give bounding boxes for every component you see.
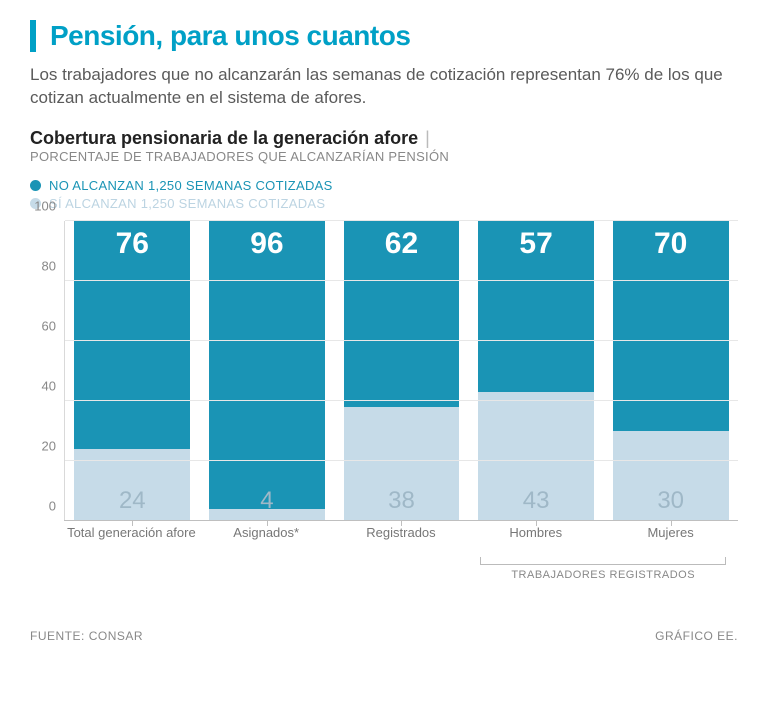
bar-segment-no: 76: [74, 221, 190, 449]
legend-swatch-no: [30, 180, 41, 191]
grid-line: [65, 400, 738, 401]
bar-value-si: 30: [657, 487, 684, 521]
bracket-label: TRABAJADORES REGISTRADOS: [468, 569, 738, 581]
bar-segment-no: 96: [209, 221, 325, 509]
bar: 76 24: [74, 221, 190, 521]
bar-value-si: 43: [523, 487, 550, 521]
bar-value-si: 4: [260, 487, 273, 521]
bar-slot: 62 38: [334, 221, 469, 521]
bar: 62 38: [344, 221, 460, 521]
y-tick: 100: [34, 198, 56, 213]
bar-slot: 76 24: [65, 221, 200, 521]
bar-value-no: 76: [116, 221, 149, 261]
bar-segment-no: 57: [478, 221, 594, 392]
bar-segment-si: 43: [478, 392, 594, 521]
bar-slot: 96 4: [200, 221, 335, 521]
bars-container: 76 24 96 4 62 38 57 43 70 30: [65, 221, 738, 521]
bar-value-si: 38: [388, 487, 415, 521]
y-tick: 60: [42, 318, 56, 333]
bar: 96 4: [209, 221, 325, 521]
footer-credit: GRÁFICO EE.: [655, 629, 738, 643]
legend-label-no: NO ALCANZAN 1,250 SEMANAS COTIZADAS: [49, 178, 333, 193]
legend: NO ALCANZAN 1,250 SEMANAS COTIZADAS SÍ A…: [30, 178, 738, 211]
bar-value-si: 24: [119, 487, 146, 521]
footer-source-label: FUENTE:: [30, 629, 85, 643]
y-axis: 020406080100: [30, 221, 64, 521]
x-label: Hombres: [468, 525, 603, 541]
grid-line: [65, 340, 738, 341]
page-title: Pensión, para unos cuantos: [50, 20, 410, 52]
bar: 57 43: [478, 221, 594, 521]
footer-source-value: CONSAR: [89, 629, 143, 643]
x-label: Total generación afore: [64, 525, 199, 541]
x-axis-line: [64, 520, 738, 521]
chart: 020406080100 7624964623857437030 Total g…: [30, 221, 738, 571]
x-labels: Total generación aforeAsignados*Registra…: [64, 525, 738, 541]
grid-line: [65, 460, 738, 461]
footer: FUENTE: CONSAR GRÁFICO EE.: [30, 629, 738, 643]
x-label: Asignados*: [199, 525, 334, 541]
bar-slot: 57 43: [469, 221, 604, 521]
y-tick: 80: [42, 258, 56, 273]
y-tick: 40: [42, 378, 56, 393]
title-accent-bar: [30, 20, 36, 52]
chart-subtitle-2: PORCENTAJE DE TRABAJADORES QUE ALCANZARÍ…: [30, 149, 738, 164]
grid-line: [65, 280, 738, 281]
subtitle-row: Cobertura pensionaria de la generación a…: [30, 128, 738, 149]
y-tick: 0: [49, 498, 56, 513]
bar-segment-no: 62: [344, 221, 460, 407]
chart-subtitle-text: Cobertura pensionaria de la generación a…: [30, 128, 418, 148]
bar-segment-si: 30: [613, 431, 729, 521]
lead-paragraph: Los trabajadores que no alcanzarán las s…: [30, 64, 738, 110]
legend-item-no: NO ALCANZAN 1,250 SEMANAS COTIZADAS: [30, 178, 738, 193]
grid-line: [65, 220, 738, 221]
bar-value-no: 62: [385, 221, 418, 261]
bar-segment-si: 38: [344, 407, 460, 521]
x-label: Mujeres: [603, 525, 738, 541]
chart-subtitle: Cobertura pensionaria de la generación a…: [30, 128, 430, 148]
x-label: Registrados: [334, 525, 469, 541]
bracket-line: [480, 557, 726, 565]
legend-item-si: SÍ ALCANZAN 1,250 SEMANAS COTIZADAS: [30, 196, 738, 211]
legend-label-si: SÍ ALCANZAN 1,250 SEMANAS COTIZADAS: [49, 196, 325, 211]
subtitle-pipe: |: [425, 128, 430, 148]
bar-value-no: 57: [519, 221, 552, 261]
y-tick: 20: [42, 438, 56, 453]
bar-value-no: 96: [250, 221, 283, 261]
bar: 70 30: [613, 221, 729, 521]
bar-slot: 70 30: [603, 221, 738, 521]
footer-source: FUENTE: CONSAR: [30, 629, 143, 643]
bar-value-no: 70: [654, 221, 687, 261]
title-row: Pensión, para unos cuantos: [30, 20, 738, 52]
plot-area: 76 24 96 4 62 38 57 43 70 30: [64, 221, 738, 521]
